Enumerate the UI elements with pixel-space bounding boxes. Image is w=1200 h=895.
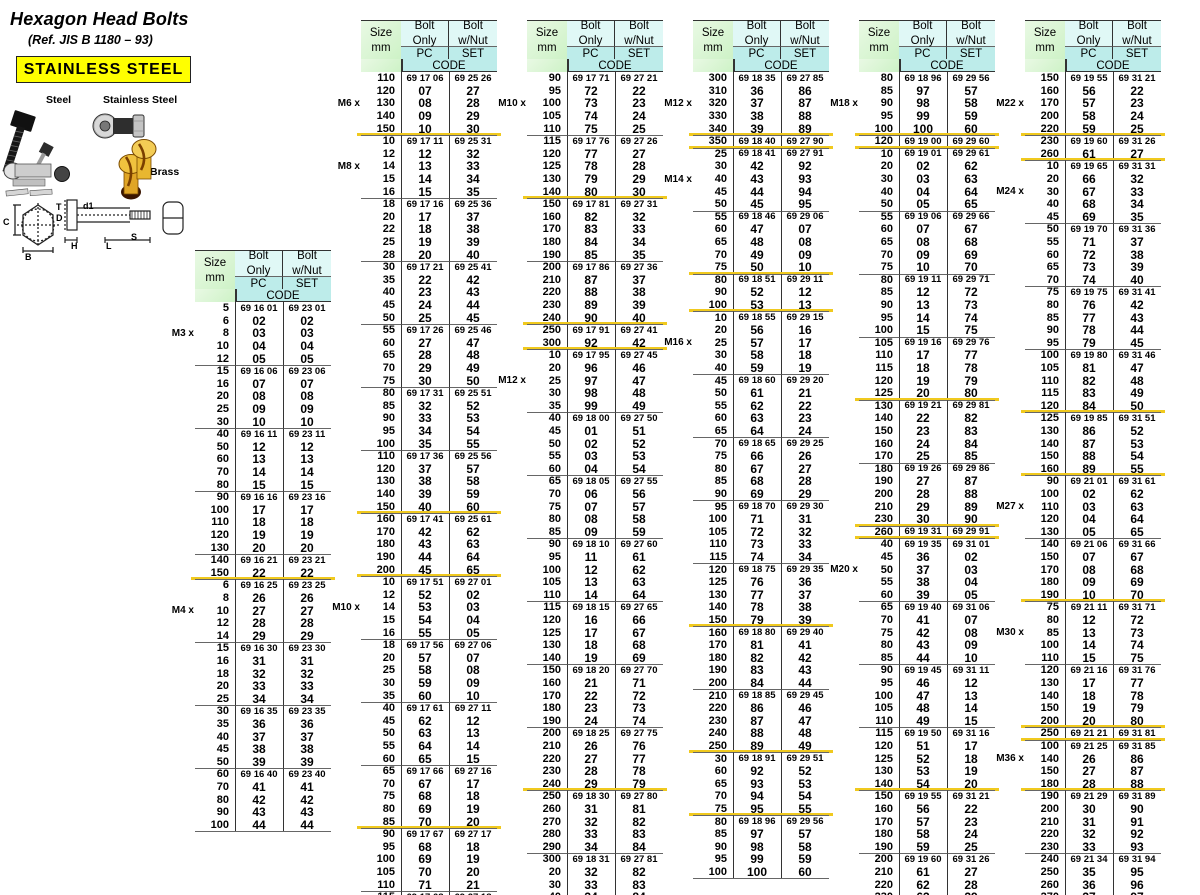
svg-text:B: B xyxy=(25,252,32,262)
svg-text:d1: d1 xyxy=(83,201,94,211)
svg-text:C: C xyxy=(3,217,10,227)
svg-text:H: H xyxy=(71,241,78,251)
svg-text:D: D xyxy=(56,213,63,223)
svg-text:S: S xyxy=(131,232,137,242)
svg-text:T: T xyxy=(56,202,62,212)
svg-text:L: L xyxy=(106,241,112,251)
